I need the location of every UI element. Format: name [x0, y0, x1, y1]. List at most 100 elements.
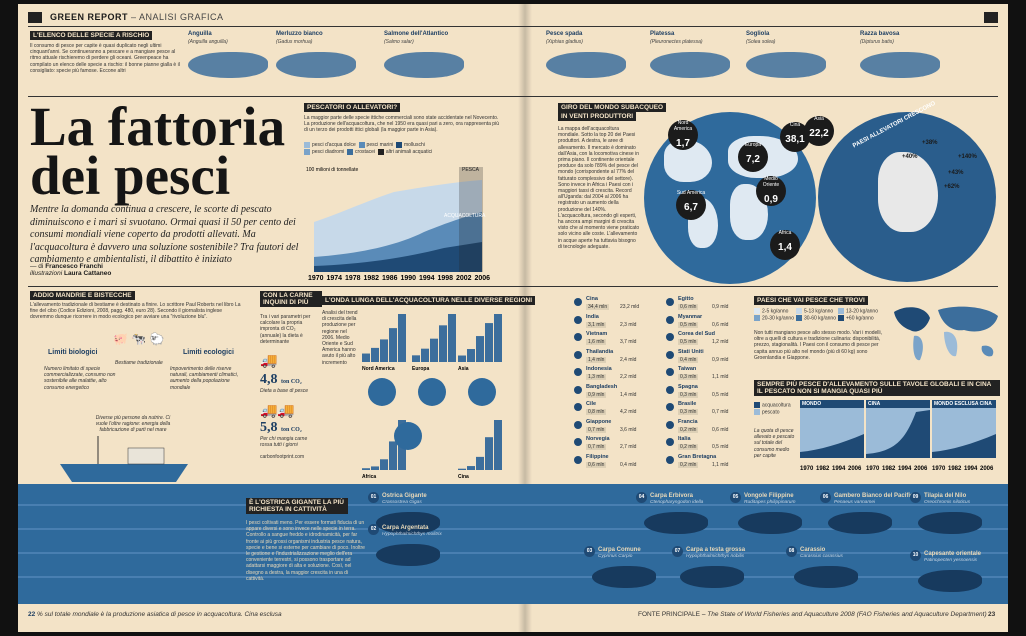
country-value: 3,7 mld: [620, 339, 637, 345]
headline-line-1: La fattoria: [30, 96, 286, 157]
legend-swatch: [754, 308, 760, 314]
country-pin: [666, 420, 674, 429]
country-pin: [666, 333, 674, 341]
country-pin: [574, 438, 582, 446]
acquacoltura-area: [866, 410, 930, 458]
country-name: Norvegia: [586, 436, 610, 442]
sempre-panel-chart: 1970 1982 1994 2006: [932, 408, 996, 472]
limiti-ecologici-text: Impoverimento delle riserve naturali, ca…: [170, 366, 239, 391]
growth-value: +62%: [944, 184, 960, 190]
region-bubble: Europa 7,2: [738, 142, 768, 172]
country-pin: [574, 385, 582, 394]
species-number: 01: [368, 492, 379, 503]
onda-text: Analisi del trend di crescita della prod…: [322, 310, 358, 366]
species-latin: Penaeus vannamei: [834, 500, 876, 505]
species-illustration: [546, 52, 626, 78]
region-name: Medio Oriente: [762, 176, 780, 188]
co2-meat-desc: Per chi mangia carne rossa tutti i giorn…: [260, 436, 308, 449]
species-latin: Carassius carassius: [800, 554, 843, 559]
country-value: 1,1 mld: [712, 374, 729, 380]
country-name: Brasile: [678, 401, 697, 407]
footer-source-pre: FONTE PRINCIPALE: [638, 611, 701, 618]
growth-value: +40%: [902, 154, 918, 160]
species-name: Tilapia del Nilo: [924, 493, 967, 499]
fishing-boat: [60, 436, 188, 482]
country-pin: [574, 298, 582, 306]
ostrica-text: I pesci coltivati meno. Per essere forma…: [246, 520, 365, 582]
species-number: 03: [584, 546, 595, 557]
species-illustration: [276, 52, 356, 78]
co2-fish-value: 4,8 ton CO₂: [260, 372, 302, 388]
species-illustration: [592, 566, 656, 588]
species-number: 08: [786, 546, 797, 557]
onda-bar: [476, 456, 484, 470]
year-tick: 1994: [832, 466, 846, 472]
risk-box-text: Il consumo di pesce per capite è quasi d…: [30, 43, 180, 74]
species-number: 10: [910, 550, 921, 561]
region-value: 22,2: [809, 128, 829, 139]
pescatori-text: La maggior parte delle specie ittiche co…: [304, 115, 499, 134]
truck-icons-2: 🚚🚚: [260, 402, 295, 418]
year-tick: 2006: [848, 466, 862, 472]
header-rule: [28, 26, 998, 27]
map-americas-south: [913, 335, 923, 361]
legend-label: acquacoltura: [762, 402, 791, 409]
onda-bar: [421, 348, 429, 362]
onda-bar: [371, 347, 379, 362]
species-latin: (Xiphias gladius): [546, 39, 583, 45]
co2-fish-number: 4,8: [260, 372, 278, 387]
sempre-panel-chart: 1970 1982 1994 2006: [866, 408, 930, 472]
species-illustration: [188, 52, 268, 78]
country-tonnes: 0,2 mln: [678, 426, 699, 433]
legend-label: pesci d'acqua dolce: [312, 142, 356, 149]
country-value: 0,9 mld: [712, 356, 729, 363]
headline-line-2: dei pesci: [30, 145, 231, 206]
region-name: Europa: [744, 142, 762, 148]
country-name: Myanmar: [678, 313, 703, 320]
onda-chart: Nord America Europa Asia Africa Cina: [362, 314, 502, 478]
country-value: 2,2 mld: [620, 374, 637, 380]
pescatori-title: PESCATORI O ALLEVATORI?: [304, 103, 401, 112]
legend-item: +60 kg/anno: [838, 314, 880, 322]
co2-meat-value: 5,8 ton CO₂: [260, 420, 302, 436]
pescatori-units: 100 milioni di tonnellate: [306, 167, 358, 173]
species-latin: Oreochromis niloticus: [924, 500, 971, 505]
country-value: 0,7 mld: [712, 409, 729, 415]
legend-item: 13-20 kg/anno: [838, 308, 880, 315]
onda-bar: [494, 314, 502, 362]
year-tick: 1978: [345, 275, 361, 282]
country-name: Corea del Sud: [678, 331, 715, 337]
species-illustration: [376, 544, 440, 566]
species-illustration: [644, 512, 708, 534]
consumption-map: [894, 306, 998, 361]
country-value: 3,6 mld: [620, 426, 637, 433]
species-name: Sogliola: [746, 31, 770, 37]
lead-text: Mentre la domanda continua a crescere, l…: [30, 204, 299, 265]
country-tonnes: 0,3 mln: [678, 374, 699, 380]
giro-title: GIRO DEL MONDO SUBACQUEO: [558, 103, 667, 112]
species-number: 07: [672, 546, 683, 557]
year-tick: 2002: [456, 275, 472, 282]
year-tick: 1982: [948, 466, 962, 472]
pescatori-chart: 100 milioni di tonnellate PESCA ACQUACOL…: [306, 167, 490, 282]
acqua-inner-area: [314, 242, 482, 272]
country-name: Stati Uniti: [678, 348, 704, 355]
onda-globe: [418, 378, 446, 406]
legend-item: 20-30 kg/anno: [754, 314, 796, 322]
subsection-label: – ANALISI GRAFICA: [131, 12, 224, 22]
country-pin: [666, 385, 674, 394]
country-pin: [666, 315, 674, 324]
legend-label: pesci diadromi: [312, 148, 345, 155]
mid-rule: [28, 286, 998, 287]
legend-swatch: [304, 142, 310, 148]
year-tick: 1986: [382, 275, 398, 282]
byline-illus: Laura Cattaneo: [63, 270, 112, 277]
country-tonnes: 0,6 mln: [586, 461, 607, 468]
country-tonnes: 1,3 mln: [586, 374, 607, 380]
species-name: Merluzzo bianco: [276, 31, 323, 37]
year-tick: 1970: [866, 466, 880, 472]
onda-bar: [362, 353, 370, 362]
year-tick: 1994: [898, 466, 912, 472]
region-value: 1,4: [778, 242, 792, 253]
headline: La fattoria dei pesci: [30, 96, 286, 206]
